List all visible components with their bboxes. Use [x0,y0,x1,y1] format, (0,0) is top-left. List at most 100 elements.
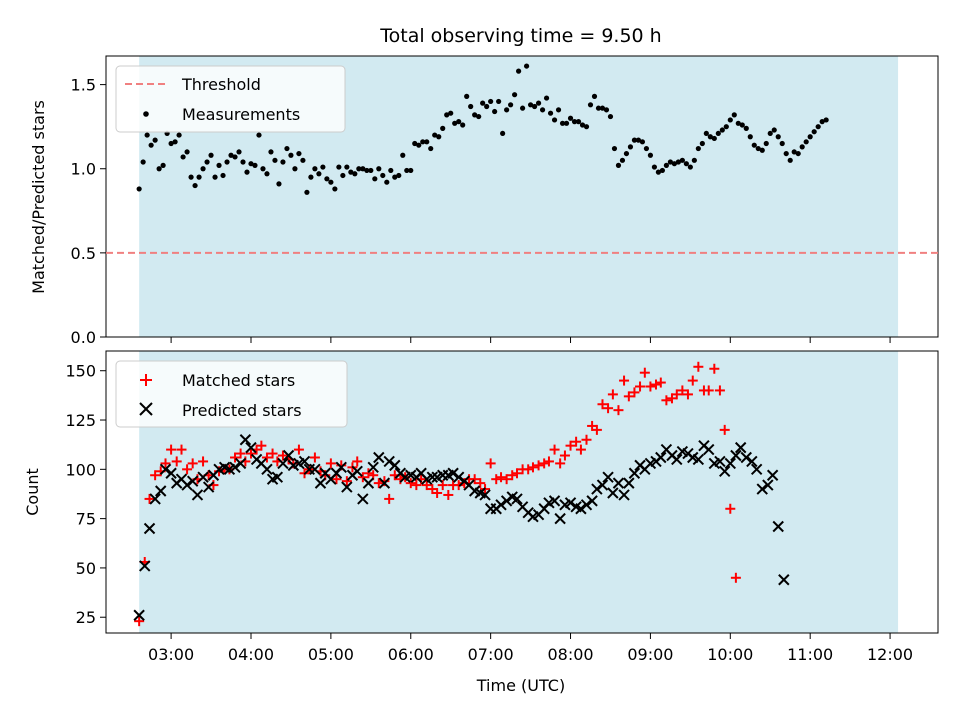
matched-star-point [267,448,278,459]
matched-star-point [341,476,352,487]
matched-star-point [384,493,395,504]
matched-star-point [309,452,320,463]
measurement-point [595,105,602,111]
measurement-point [276,181,282,187]
matched-star-point [293,444,304,455]
measurement-point [795,150,801,157]
measurement-point [679,157,685,163]
matched-star-point [198,456,209,467]
xtick-label: 07:00 [468,645,514,664]
matched-star-point [565,440,576,451]
predicted-star-point [756,483,768,495]
measurement-point [468,103,474,110]
predicted-star-point [271,471,284,483]
measurement-point [152,137,158,143]
predicted-star-point [139,560,151,572]
predicted-star-point [191,489,204,501]
matched-star-point [714,385,725,396]
measurement-point [591,93,598,99]
measurement-point [240,159,246,165]
measurement-point [779,140,785,147]
measurement-point [248,161,254,167]
measurement-point [136,186,142,192]
measurement-point [176,132,182,138]
top-ytick-label: 0.5 [71,244,96,263]
measurement-point [228,152,234,158]
measurement-point [635,137,642,143]
matched-star-point [325,458,336,469]
predicted-star-point [181,479,193,491]
matched-star-point [373,478,384,489]
measurement-point [356,166,362,172]
measurement-point [404,167,410,174]
bottom-ytick-label: 25 [76,608,96,627]
measurement-point [815,124,821,130]
matched-star-point [607,389,618,400]
predicted-star-point [580,499,593,511]
matched-star-point [687,375,698,386]
matched-star-point [230,452,241,463]
matched-star-point [363,468,374,479]
measurement-point [512,92,518,98]
measurement-point [651,164,658,170]
predicted-star-point [389,459,401,472]
predicted-star-point [234,457,247,470]
measurement-point [771,127,777,133]
matched-star-point [134,616,145,627]
xtick-label: 10:00 [707,645,753,664]
measurement-point [292,166,298,172]
measurement-point [523,63,530,69]
measurement-point [344,164,350,170]
predicted-star-point [277,457,289,470]
measurement-point [324,176,330,182]
matched-star-point [166,444,177,455]
predicted-star-point [186,475,199,487]
xtick-label: 04:00 [228,645,274,664]
measurement-point [460,122,466,128]
matched-star-point [277,450,288,461]
matched-star-point [527,462,538,473]
measurement-point [392,174,398,180]
measurement-point [256,132,262,138]
measurement-point [476,113,482,120]
measurement-point [787,157,793,163]
measurement-point [420,139,426,145]
predicted-star-point [298,455,311,468]
predicted-star-point [602,471,614,483]
measurement-point [707,134,713,140]
measurement-point [464,93,470,99]
predicted-star-point [655,451,667,464]
measurement-point [711,135,717,142]
measurement-point [607,113,614,120]
measurement-point [408,167,414,174]
matched-star-point [261,452,272,463]
measurement-point [288,152,294,158]
measurement-point [623,150,630,157]
matched-star-point [655,377,666,388]
matched-star-point [581,434,592,445]
matched-star-point [555,458,566,469]
predicted-star-point [628,467,641,479]
measurement-point [743,125,749,131]
matched-star-point [432,487,443,498]
predicted-star-point [607,487,619,499]
measurement-point [188,174,194,180]
measurement-point [148,142,154,148]
measurement-point [783,150,789,157]
measurement-point [539,107,546,113]
predicted-star-point [564,497,577,509]
measurement-point [252,162,258,168]
measurement-point [791,149,797,155]
measurement-point [527,102,534,108]
matched-star-point [543,456,554,467]
predicted-star-point [762,479,774,491]
matched-star-point [469,474,480,485]
top-panel: 0.0 0.5 1.0 1.5 Matched/Predicted stars Thr… [29,55,939,347]
matched-star-point [485,458,496,469]
measurement-point [807,134,813,140]
matched-star-point [352,456,363,467]
predicted-star-point [229,461,241,474]
measurement-point [444,112,450,118]
matched-star-point [730,572,741,583]
